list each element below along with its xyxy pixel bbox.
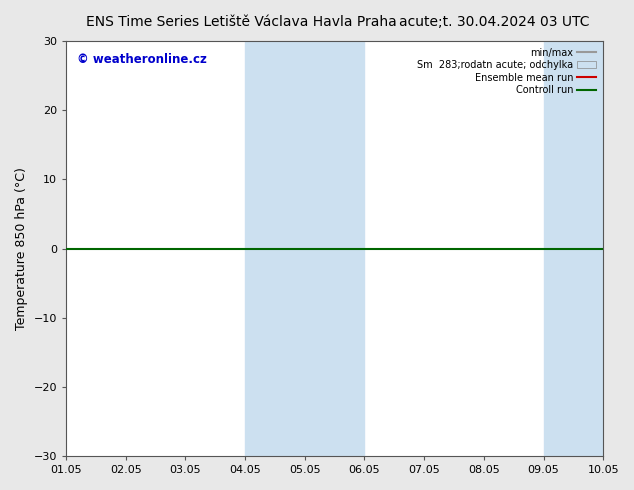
Text: acute;t. 30.04.2024 03 UTC: acute;t. 30.04.2024 03 UTC	[399, 15, 590, 29]
Legend: min/max, Sm  283;rodatn acute; odchylka, Ensemble mean run, Controll run: min/max, Sm 283;rodatn acute; odchylka, …	[415, 46, 598, 97]
Bar	[543, 41, 603, 456]
Bar	[245, 41, 365, 456]
Text: © weatheronline.cz: © weatheronline.cz	[77, 53, 207, 67]
Y-axis label: Temperature 850 hPa (°C): Temperature 850 hPa (°C)	[15, 167, 28, 330]
Text: ENS Time Series Letiště Václava Havla Praha: ENS Time Series Letiště Václava Havla Pr…	[86, 15, 396, 29]
